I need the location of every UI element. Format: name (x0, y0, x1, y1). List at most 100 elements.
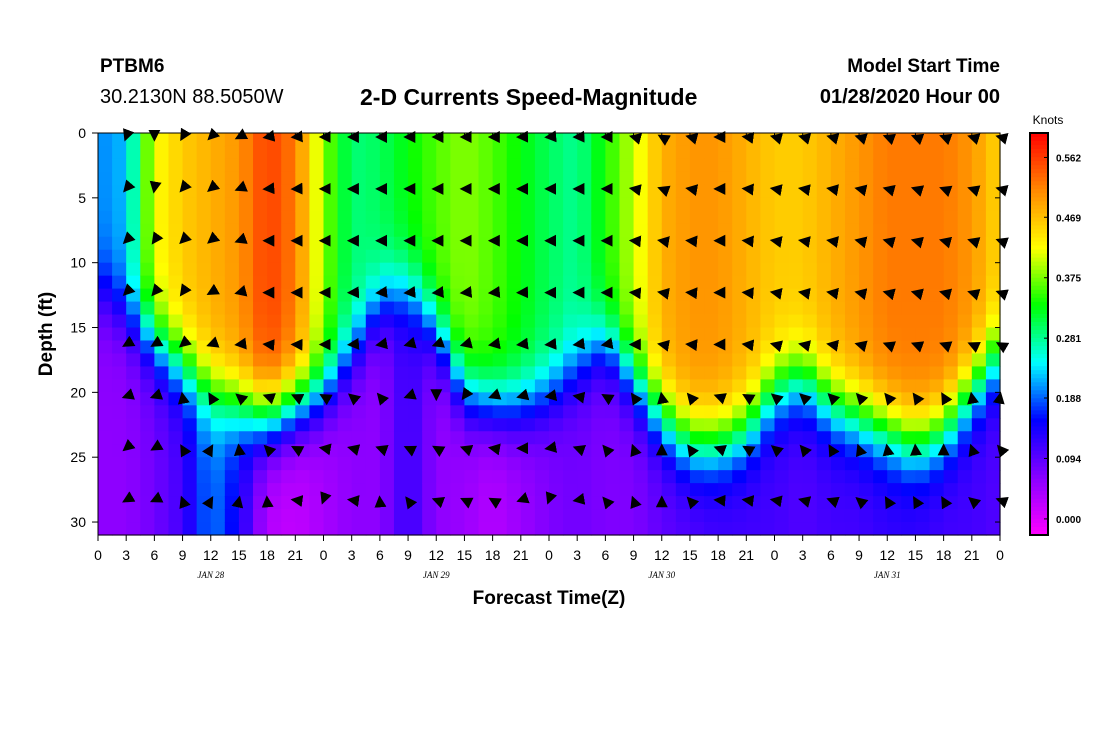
heatmap-cell (182, 223, 198, 238)
current-vector-arrow (854, 340, 868, 353)
heatmap-cell (732, 431, 747, 445)
heatmap-cell (943, 236, 959, 251)
heatmap-cell (647, 431, 663, 445)
heatmap-cell (689, 405, 705, 419)
heatmap-cell (309, 133, 325, 147)
heatmap-cell (238, 509, 254, 523)
heatmap-cell (520, 444, 536, 458)
heatmap-cell (140, 158, 155, 173)
heatmap-cell (704, 470, 719, 484)
heatmap-cell (168, 210, 184, 225)
speed-heatmap (98, 133, 1001, 536)
heatmap-cell (619, 133, 635, 147)
heatmap-cell (887, 431, 902, 445)
heatmap-cell (830, 483, 846, 497)
heatmap-cell (408, 301, 423, 316)
heatmap-cell (859, 405, 874, 419)
heatmap-cell (985, 301, 1001, 316)
heatmap-cell (337, 353, 353, 368)
heatmap-cell (549, 236, 564, 251)
heatmap-cell (196, 171, 212, 186)
colorbar-segment (1030, 249, 1048, 255)
heatmap-cell (760, 483, 776, 497)
heatmap-cell (788, 275, 804, 290)
heatmap-cell (774, 509, 790, 523)
heatmap-cell (112, 431, 127, 445)
heatmap-cell (788, 444, 804, 458)
heatmap-cell (323, 418, 339, 432)
heatmap-cell (253, 145, 268, 160)
heatmap-cell (689, 379, 705, 393)
current-vector-arrow (572, 391, 586, 404)
heatmap-cell (478, 249, 494, 264)
heatmap-cell (182, 327, 198, 342)
heatmap-cell (112, 392, 127, 406)
heatmap-cell (760, 496, 776, 510)
heatmap-cell (450, 275, 466, 290)
heatmap-cell (957, 483, 973, 497)
current-vector-arrow (799, 444, 812, 458)
colorbar-segment (1030, 293, 1048, 299)
heatmap-cell (718, 145, 733, 160)
heatmap-cell (168, 301, 184, 316)
heatmap-cell (224, 133, 240, 147)
heatmap-cell (689, 197, 705, 212)
heatmap-cell (647, 483, 663, 497)
heatmap-cell (126, 431, 141, 445)
heatmap-cell (971, 353, 987, 368)
heatmap-cell (295, 483, 310, 497)
heatmap-cell (985, 262, 1001, 277)
heatmap-cell (577, 457, 592, 471)
heatmap-cell (323, 171, 339, 186)
heatmap-cell (971, 133, 987, 147)
heatmap-cell (98, 171, 113, 186)
heatmap-cell (577, 418, 592, 432)
heatmap-cell (196, 405, 212, 419)
heatmap-cell (140, 522, 155, 536)
heatmap-cell (591, 158, 606, 173)
heatmap-cell (309, 405, 325, 419)
heatmap-cell (464, 249, 480, 264)
heatmap-cell (647, 509, 663, 523)
heatmap-cell (985, 314, 1001, 329)
heatmap-cell (873, 405, 888, 419)
current-vector-arrow (769, 340, 783, 353)
heatmap-cell (816, 327, 832, 342)
colorbar-segment (1030, 390, 1048, 395)
heatmap-cell (238, 444, 254, 458)
heatmap-cell (154, 171, 170, 186)
heatmap-cell (182, 470, 198, 484)
heatmap-cell (295, 133, 310, 147)
heatmap-cell (591, 184, 606, 199)
heatmap-cell (182, 158, 198, 173)
colorbar-segment (1030, 350, 1048, 355)
heatmap-cell (830, 145, 846, 160)
heatmap-cell (492, 236, 508, 251)
heatmap-cell (859, 262, 874, 277)
heatmap-cell (633, 210, 649, 225)
heatmap-cell (915, 133, 931, 147)
heatmap-cell (732, 210, 747, 225)
heatmap-cell (788, 483, 804, 497)
heatmap-cell (492, 470, 508, 484)
heatmap-cell (901, 301, 917, 316)
heatmap-cell (830, 158, 846, 173)
heatmap-cell (844, 301, 860, 316)
heatmap-cell (859, 288, 874, 303)
heatmap-cell (281, 431, 296, 445)
current-vector-arrow (939, 133, 953, 146)
current-vector-arrow (685, 133, 699, 145)
heatmap-cell (577, 470, 592, 484)
current-vector-arrow (179, 283, 192, 297)
heatmap-cell (816, 444, 832, 458)
current-vector-arrow (202, 444, 214, 458)
heatmap-cell (816, 197, 832, 212)
heatmap-cell (281, 262, 296, 277)
heatmap-cell (563, 392, 578, 406)
heatmap-cell (323, 353, 339, 368)
heatmap-cell (549, 184, 564, 199)
heatmap-cell (929, 184, 945, 199)
heatmap-cell (210, 223, 226, 238)
heatmap-cell (267, 275, 282, 290)
